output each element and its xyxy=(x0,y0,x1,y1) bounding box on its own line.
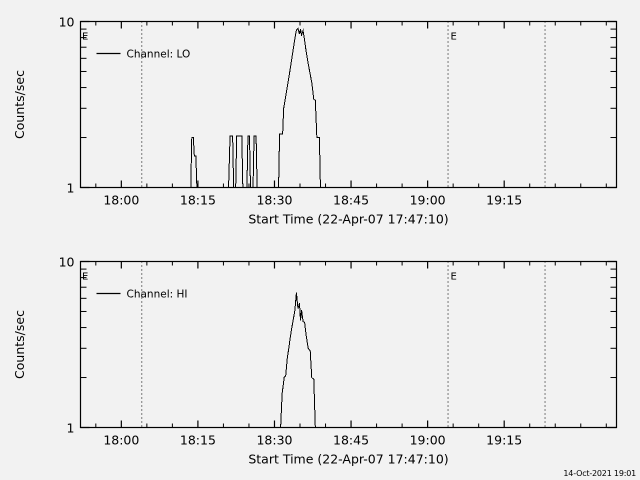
x-axis-title: Start Time (22-Apr-07 17:47:10) xyxy=(248,212,448,227)
plot-panel-hi: RHESSI PARTICLE_RATE Channel: HI 101Coun… xyxy=(0,240,640,480)
x-tick-label: 18:00 xyxy=(103,193,139,208)
y-tick-label-10: 10 xyxy=(59,255,75,270)
data-series-channel-hi xyxy=(80,292,617,428)
x-tick-label: 18:30 xyxy=(256,433,292,448)
x-tick-label: 18:15 xyxy=(180,433,216,448)
x-tick-label: 18:45 xyxy=(333,193,369,208)
panel-background xyxy=(0,0,640,240)
y-tick-label-1: 1 xyxy=(67,421,75,436)
event-marker-label-left: E xyxy=(82,32,88,43)
x-tick-label: 18:30 xyxy=(256,193,292,208)
legend-label: Channel: LO xyxy=(127,49,191,61)
x-axis-title: Start Time (22-Apr-07 17:47:10) xyxy=(248,452,448,467)
x-tick-label: 19:15 xyxy=(486,193,522,208)
y-tick-label-10: 10 xyxy=(59,15,75,30)
plot-panel-lo: RHESSI PARTICLE_RATE Channel: LO 101Coun… xyxy=(0,0,640,240)
y-tick-label-1: 1 xyxy=(67,181,75,196)
footer-timestamp: 14-Oct-2021 19:01 xyxy=(563,469,636,478)
event-marker-label-right: E xyxy=(451,32,457,43)
y-axis-title: Counts/sec xyxy=(12,70,27,139)
x-tick-label: 19:00 xyxy=(410,193,446,208)
legend-label: Channel: HI xyxy=(127,289,188,301)
event-marker-label-left: E xyxy=(82,272,88,283)
data-series-channel-lo xyxy=(80,27,617,188)
y-axis-title: Counts/sec xyxy=(12,310,27,379)
x-tick-label: 18:45 xyxy=(333,433,369,448)
plot-canvas-lo: 10 1 Counts/sec 18:00 18:15 18:30 18:45 19:00 19… xyxy=(0,0,640,240)
x-tick-label: 19:00 xyxy=(410,433,446,448)
x-tick-label: 19:15 xyxy=(486,433,522,448)
plot-canvas-hi: 10 1 Counts/sec 18:00 18:15 18:30 18:45 19:00 19… xyxy=(0,240,640,480)
x-tick-label: 18:15 xyxy=(180,193,216,208)
panel-background xyxy=(0,240,640,480)
x-tick-label: 18:00 xyxy=(103,433,139,448)
event-marker-label-right: E xyxy=(451,272,457,283)
